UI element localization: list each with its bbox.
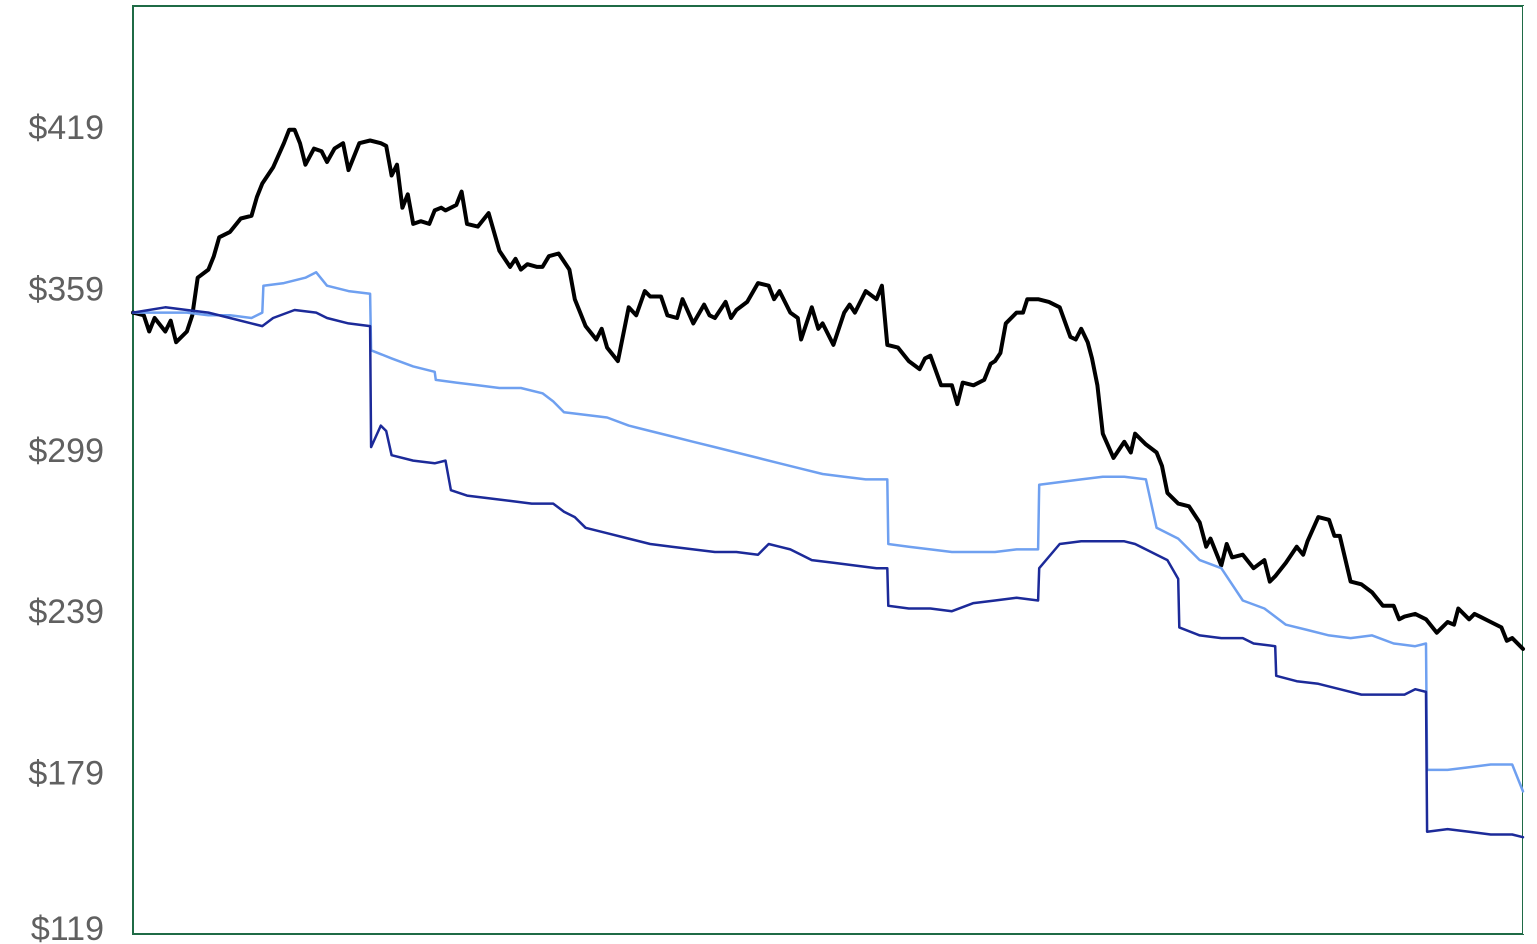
y-tick-label: $419 [28,109,104,147]
y-tick-label: $119 [31,910,104,944]
series-lines [131,127,1525,839]
series-line-2 [131,271,1525,793]
series-line-3 [131,306,1525,839]
y-tick-label: $299 [28,432,104,470]
y-tick-label: $239 [28,593,104,631]
y-tick-label: $179 [28,755,104,793]
y-tick-label: $359 [28,270,104,308]
y-axis-ticks: $119 $179 $239 $299 $359 $419 [28,109,104,944]
series-line-1 [131,127,1525,651]
plot-right-edge [1523,6,1537,934]
